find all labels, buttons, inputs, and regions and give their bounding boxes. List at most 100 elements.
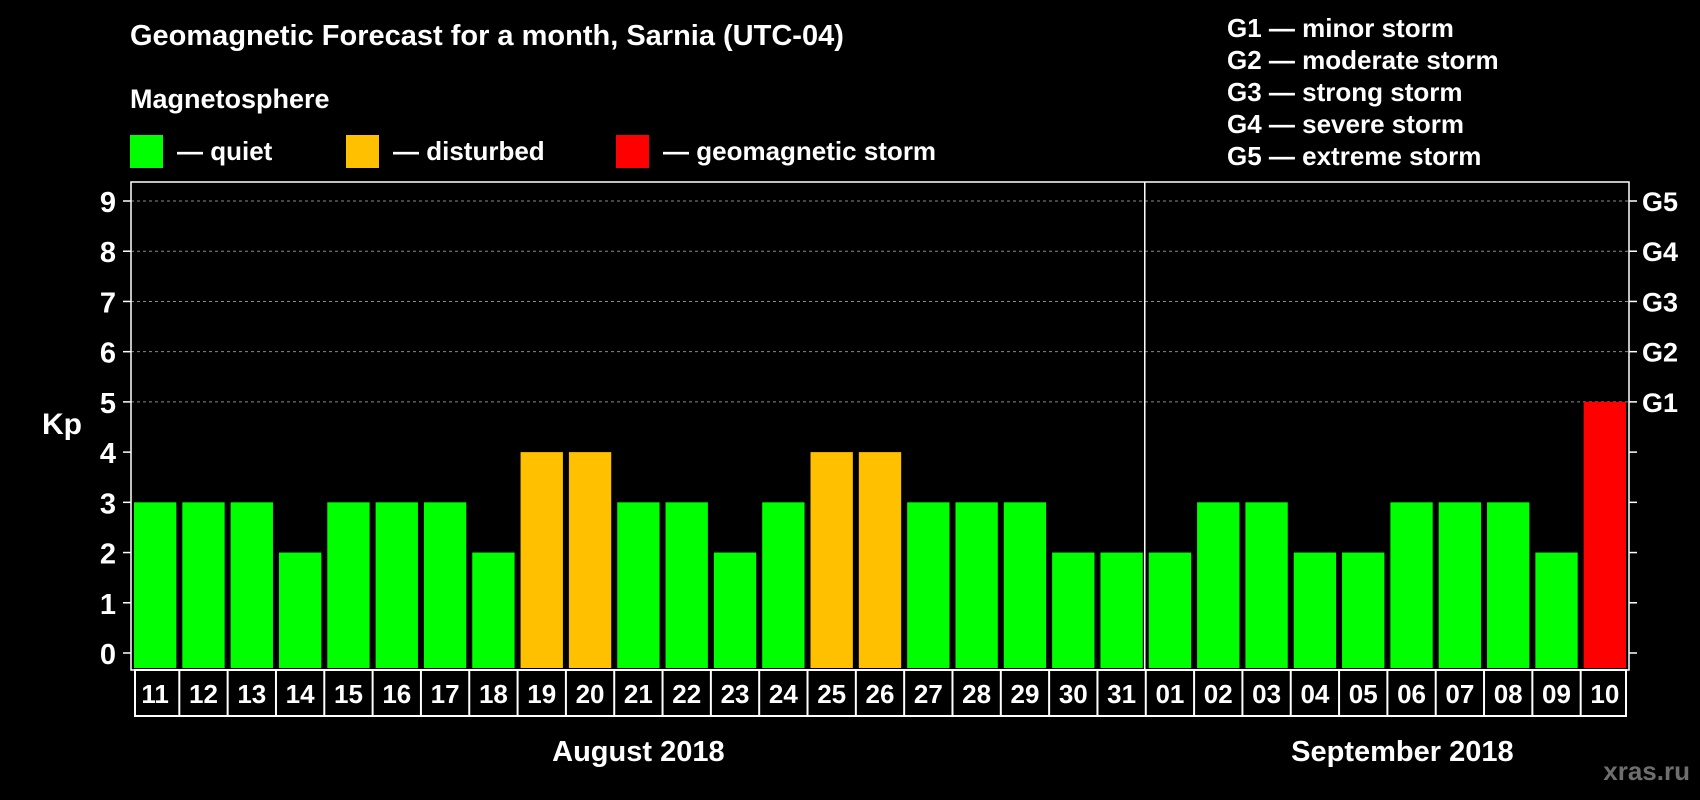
bar — [472, 552, 515, 668]
g-scale-item: G4 — severe storm — [1227, 109, 1465, 139]
date-label: 19 — [527, 679, 556, 709]
bar — [1003, 502, 1047, 668]
bar — [1197, 502, 1240, 668]
y-tick-label: 2 — [100, 539, 116, 571]
date-label: 07 — [1445, 679, 1474, 709]
bar — [810, 452, 853, 668]
date-label: 13 — [237, 679, 266, 709]
date-label: 30 — [1059, 679, 1088, 709]
g-scale-item: G1 — minor storm — [1227, 13, 1454, 43]
y-tick-label: 7 — [100, 287, 116, 319]
y-tick-label: 9 — [100, 187, 116, 219]
date-label: 31 — [1107, 679, 1136, 709]
date-label: 16 — [382, 679, 411, 709]
bar — [955, 502, 998, 668]
date-label: 12 — [189, 679, 218, 709]
g-level-label: G2 — [1642, 338, 1678, 368]
date-label: 06 — [1397, 679, 1426, 709]
date-label: 20 — [576, 679, 605, 709]
bar — [1390, 502, 1433, 668]
bar — [1245, 502, 1288, 668]
date-label: 11 — [141, 679, 169, 709]
month-label-september: September 2018 — [1291, 736, 1514, 768]
bar — [423, 502, 467, 668]
date-label: 17 — [431, 679, 460, 709]
y-tick-label: 3 — [100, 488, 116, 520]
date-label: 22 — [672, 679, 701, 709]
bar — [375, 502, 418, 668]
legend-quiet-swatch — [130, 134, 163, 168]
date-label: 09 — [1542, 679, 1571, 709]
bar — [617, 502, 660, 668]
bar — [182, 502, 225, 668]
y-tick-label: 6 — [100, 338, 116, 370]
bar — [1052, 552, 1095, 668]
date-label: 23 — [721, 679, 750, 709]
bar — [1583, 401, 1626, 668]
bar — [665, 502, 708, 668]
bar — [568, 452, 612, 668]
g-scale-item: G2 — moderate storm — [1227, 45, 1499, 75]
date-label: 10 — [1590, 679, 1619, 709]
bar — [134, 502, 177, 668]
bar — [1100, 552, 1143, 668]
bar — [1342, 552, 1385, 668]
g-level-label: G4 — [1642, 237, 1678, 267]
date-label: 08 — [1494, 679, 1523, 709]
g-scale-legend: G1 — minor storm G2 — moderate storm G3 … — [1227, 12, 1499, 172]
date-label: 04 — [1300, 679, 1329, 709]
y-tick-label: 4 — [100, 438, 116, 470]
date-label: 18 — [479, 679, 508, 709]
date-label: 27 — [914, 679, 943, 709]
date-label: 29 — [1011, 679, 1040, 709]
date-label: 25 — [817, 679, 846, 709]
bar — [1148, 552, 1192, 668]
date-label: 26 — [866, 679, 895, 709]
bar-layer — [134, 401, 1626, 668]
y-tick-label: 8 — [100, 237, 116, 269]
bar — [907, 502, 950, 668]
date-label: 21 — [624, 679, 653, 709]
legend-disturbed-swatch — [346, 134, 379, 168]
bar — [278, 552, 322, 668]
date-label: 24 — [769, 679, 798, 709]
date-label: 28 — [962, 679, 991, 709]
legend-disturbed-label: — disturbed — [393, 135, 545, 166]
bar — [858, 452, 902, 668]
legend-quiet-label: — quiet — [177, 135, 273, 166]
bar — [327, 502, 370, 668]
bar — [713, 552, 757, 668]
chart-title: Geomagnetic Forecast for a month, Sarnia… — [130, 20, 844, 52]
legend-storm-swatch — [616, 134, 649, 168]
bar — [1438, 502, 1482, 668]
g-level-label: G1 — [1642, 388, 1678, 418]
g-scale-item: G5 — extreme storm — [1227, 141, 1482, 171]
g-level-label: G5 — [1642, 187, 1678, 217]
date-label: 03 — [1252, 679, 1281, 709]
bar — [230, 502, 273, 668]
bar — [520, 452, 563, 668]
watermark: xras.ru — [1603, 756, 1690, 786]
g-scale-item: G3 — strong storm — [1227, 77, 1463, 107]
g-level-label: G3 — [1642, 287, 1678, 317]
date-label: 14 — [286, 679, 315, 709]
date-layer: 11 12 13 14 15 16 17 18 19 20 21 22 23 24 25 26 27 28 29 30… — [134, 669, 1627, 717]
date-label: 15 — [334, 679, 363, 709]
bar — [762, 502, 805, 668]
y-axis-label: Kp — [42, 408, 82, 441]
y-tick-label: 1 — [100, 589, 116, 621]
date-label: 01 — [1155, 679, 1184, 709]
month-label-august: August 2018 — [552, 736, 725, 768]
bar — [1487, 502, 1530, 668]
date-row-frame — [134, 669, 1627, 717]
legend-quiet: — quiet — [130, 134, 272, 168]
legend-storm-label: — geomagnetic storm — [663, 135, 937, 166]
grid-layer — [131, 200, 1629, 403]
y-tick-label: 5 — [100, 388, 116, 420]
chart-subtitle: Magnetosphere — [130, 84, 330, 114]
bar — [1293, 552, 1337, 668]
date-label: 05 — [1349, 679, 1378, 709]
bar — [1535, 552, 1578, 668]
legend-storm: — geomagnetic storm — [616, 134, 936, 168]
date-label: 02 — [1204, 679, 1233, 709]
